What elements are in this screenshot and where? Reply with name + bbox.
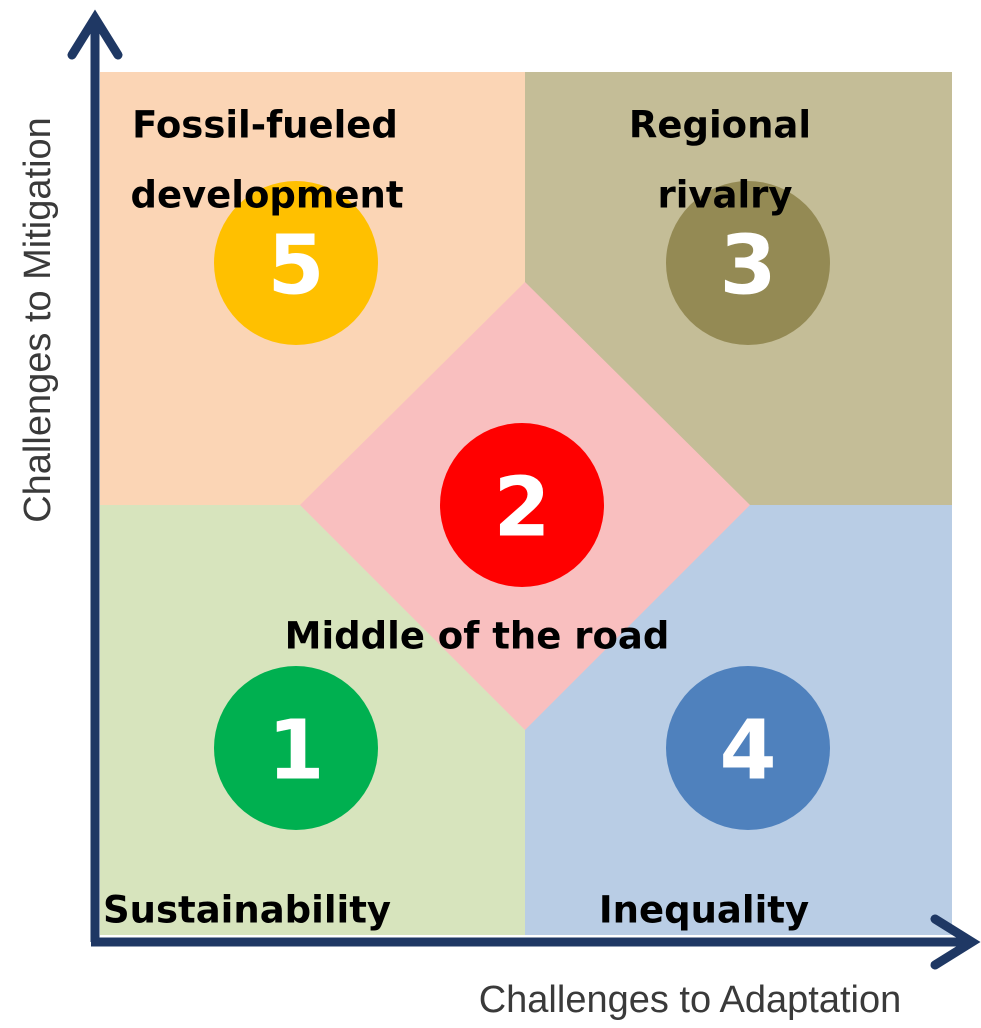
scenario-label: Middle of the road bbox=[285, 615, 670, 658]
scenario-circle bbox=[214, 666, 378, 830]
scenario-label: Regional bbox=[629, 104, 811, 147]
scenario-number: 2 bbox=[493, 461, 550, 556]
scenario-circle bbox=[214, 181, 378, 345]
scenario-label: Inequality bbox=[599, 889, 809, 932]
scenario-number: 5 bbox=[267, 219, 324, 314]
x-axis-label: Challenges to Adaptation bbox=[479, 979, 902, 1021]
scenario-label: Sustainability bbox=[103, 889, 391, 932]
scenario-label: development bbox=[130, 174, 403, 217]
scenario-number: 4 bbox=[719, 704, 776, 799]
scenario-number: 3 bbox=[719, 219, 776, 314]
x-axis-arrow bbox=[930, 914, 981, 970]
scenario-circle bbox=[666, 181, 830, 345]
y-axis-arrow bbox=[67, 9, 123, 60]
scenario-circle bbox=[666, 666, 830, 830]
scenario-label: Fossil-fueled bbox=[132, 104, 398, 147]
scenario-number: 1 bbox=[267, 704, 324, 799]
scenario-label: rivalry bbox=[657, 174, 792, 217]
scenario-circle bbox=[440, 423, 604, 587]
y-axis-label: Challenges to Mitigation bbox=[17, 117, 59, 523]
